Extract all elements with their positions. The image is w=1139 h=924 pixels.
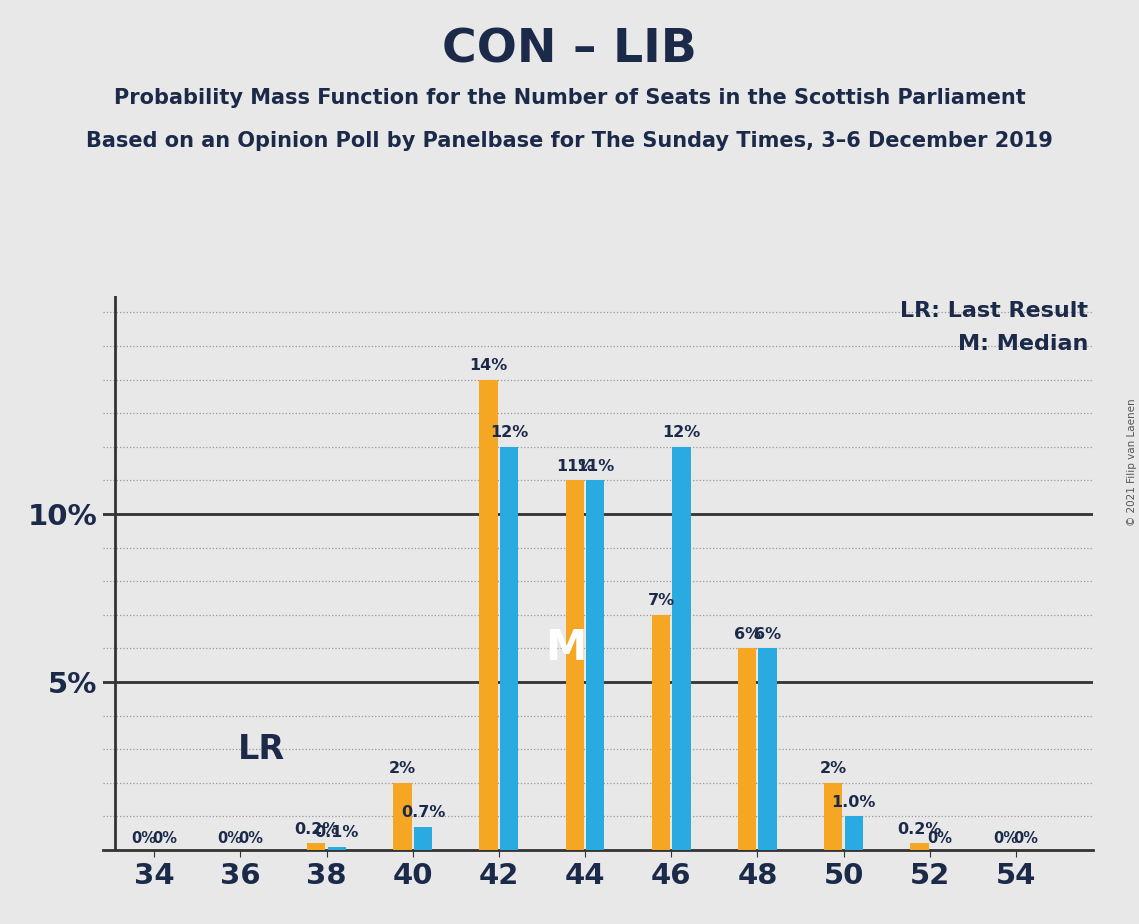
Bar	[500, 447, 518, 850]
Text: 0%: 0%	[131, 831, 156, 846]
Text: CON – LIB: CON – LIB	[442, 28, 697, 73]
Bar	[393, 783, 411, 850]
Bar	[308, 844, 326, 850]
Bar	[738, 649, 756, 850]
Text: 6%: 6%	[734, 626, 761, 642]
Text: 0%: 0%	[1014, 831, 1039, 846]
Bar	[328, 846, 346, 850]
Text: 0%: 0%	[218, 831, 243, 846]
Text: 0.1%: 0.1%	[314, 825, 359, 840]
Text: 11%: 11%	[576, 458, 614, 474]
Bar	[587, 480, 605, 850]
Bar	[652, 614, 670, 850]
Text: 0%: 0%	[927, 831, 952, 846]
Bar	[480, 380, 498, 850]
Text: 2%: 2%	[388, 761, 416, 776]
Text: 6%: 6%	[754, 626, 781, 642]
Text: 14%: 14%	[469, 358, 508, 373]
Bar	[566, 480, 584, 850]
Text: 0.2%: 0.2%	[898, 821, 942, 836]
Bar	[759, 649, 777, 850]
Text: 12%: 12%	[490, 425, 528, 440]
Text: 0%: 0%	[151, 831, 177, 846]
Bar	[845, 817, 863, 850]
Text: M: Median: M: Median	[958, 334, 1089, 355]
Text: LR: Last Result: LR: Last Result	[901, 301, 1089, 322]
Bar	[825, 783, 843, 850]
Bar	[413, 827, 432, 850]
Text: LR: LR	[238, 733, 286, 766]
Text: 0.2%: 0.2%	[294, 821, 338, 836]
Text: 12%: 12%	[662, 425, 700, 440]
Text: Based on an Opinion Poll by Panelbase for The Sunday Times, 3–6 December 2019: Based on an Opinion Poll by Panelbase fo…	[87, 131, 1052, 152]
Text: M: M	[544, 627, 587, 670]
Text: Probability Mass Function for the Number of Seats in the Scottish Parliament: Probability Mass Function for the Number…	[114, 88, 1025, 108]
Text: 1.0%: 1.0%	[831, 795, 876, 809]
Text: © 2021 Filip van Laenen: © 2021 Filip van Laenen	[1126, 398, 1137, 526]
Text: 0%: 0%	[993, 831, 1018, 846]
Bar	[910, 844, 928, 850]
Bar	[672, 447, 690, 850]
Text: 7%: 7%	[647, 593, 674, 608]
Text: 0%: 0%	[238, 831, 263, 846]
Text: 2%: 2%	[820, 761, 847, 776]
Text: 0.7%: 0.7%	[401, 805, 445, 820]
Text: 11%: 11%	[556, 458, 593, 474]
